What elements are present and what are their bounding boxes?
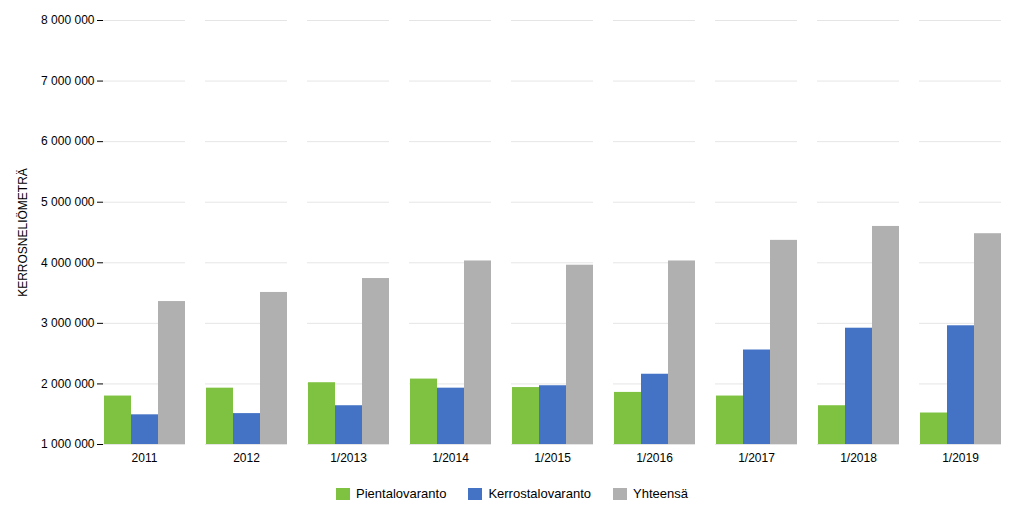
- svg-text:1/2014: 1/2014: [432, 451, 469, 465]
- html-text:Yhteensä: Yhteensä: [633, 486, 688, 501]
- html-text:Kerrostalovaranto: Kerrostalovaranto: [488, 486, 591, 501]
- svg-text:1/2015: 1/2015: [534, 451, 571, 465]
- svg-text:7 000 000: 7 000 000: [41, 74, 95, 88]
- svg-text:KERROSNELIÖMETRÄ: KERROSNELIÖMETRÄ: [16, 168, 30, 297]
- svg-text:2011: 2011: [132, 451, 158, 465]
- svg-text:4 000 000: 4 000 000: [41, 256, 95, 270]
- svg-text:3 000 000: 3 000 000: [41, 316, 95, 330]
- svg-text:5 000 000: 5 000 000: [41, 195, 95, 209]
- svg-text:8 000 000: 8 000 000: [41, 13, 95, 27]
- svg-text:6 000 000: 6 000 000: [41, 134, 95, 148]
- svg-text:1/2019: 1/2019: [942, 451, 979, 465]
- html-text:Pientalovaranto: Pientalovaranto: [356, 486, 447, 501]
- svg-text:1/2018: 1/2018: [840, 451, 877, 465]
- svg-text:2 000 000: 2 000 000: [41, 377, 95, 391]
- svg-text:1/2017: 1/2017: [738, 451, 775, 465]
- svg-text:2012: 2012: [233, 451, 260, 465]
- svg-text:1/2016: 1/2016: [636, 451, 673, 465]
- svg-text:1/2013: 1/2013: [330, 451, 367, 465]
- svg-text:1 000 000: 1 000 000: [41, 437, 95, 451]
